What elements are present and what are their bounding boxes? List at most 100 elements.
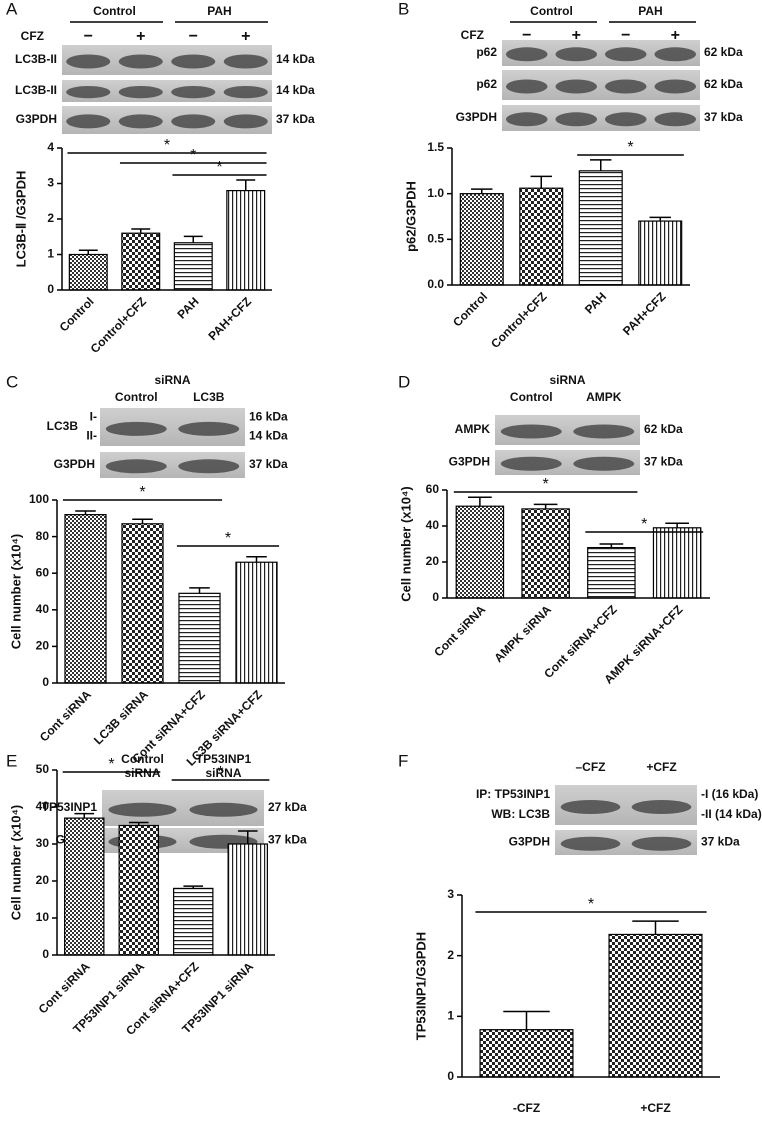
- y-tick-label: 0: [447, 1069, 454, 1083]
- y-tick-label: 4: [47, 140, 54, 154]
- blot-name: G3PDH: [456, 110, 497, 124]
- blot-band: [171, 85, 216, 99]
- y-tick-label: 40: [36, 799, 50, 813]
- blot-band: [631, 800, 692, 814]
- y-tick-label: 1: [47, 247, 54, 261]
- blot-size: 37 kDa: [701, 835, 740, 849]
- blot-band: [654, 79, 697, 94]
- x-tick-label: +CFZ: [640, 1101, 670, 1115]
- blot-name: G3PDH: [54, 457, 95, 471]
- lane-group: –CFZ: [576, 760, 606, 774]
- blot-band: [66, 85, 111, 99]
- y-axis-label: Cell number (x10⁴): [398, 486, 413, 602]
- lane-group: Control: [93, 4, 136, 18]
- blot-band: [631, 836, 692, 851]
- blot-band: [604, 79, 647, 94]
- blot-band: [604, 47, 647, 62]
- blot-size: 37 kDa: [249, 457, 288, 471]
- y-tick-label: 1: [447, 1009, 454, 1023]
- y-axis-label: TP53INP1/G3PDH: [413, 932, 428, 1040]
- bar: [519, 187, 564, 286]
- blot-band: [178, 421, 240, 436]
- x-tick-label: -CFZ: [513, 1101, 540, 1115]
- blot-band: [178, 459, 240, 474]
- y-tick-label: 0: [47, 282, 54, 296]
- blot-band: [189, 802, 258, 817]
- blot-name: TP53INP1: [42, 800, 98, 814]
- blot-band: [118, 114, 163, 129]
- blot-band: [500, 456, 562, 471]
- blot-size: 16 kDa: [249, 410, 288, 424]
- blot-band: [66, 114, 111, 129]
- blot-band: [573, 424, 635, 439]
- x-tick-label: Cont siRNA: [37, 687, 94, 744]
- blot-band: [505, 47, 548, 62]
- significance-mark: *: [190, 147, 196, 164]
- lane-group: LC3B: [193, 390, 225, 404]
- x-tick-label: Control: [57, 294, 97, 334]
- blot-size: 37 kDa: [704, 110, 743, 124]
- blot-size: 14 kDa: [249, 429, 288, 443]
- panel-label: C: [6, 372, 18, 391]
- blot-size: 62 kDa: [644, 422, 683, 436]
- bar: [608, 933, 703, 1078]
- significance-mark: *: [164, 137, 170, 154]
- y-axis-label: p62/G3PDH: [403, 181, 418, 252]
- blot-name: IP: TP53INP1: [476, 787, 550, 801]
- x-tick-label: PAH+CFZ: [620, 289, 669, 338]
- blot-size: 14 kDa: [276, 52, 315, 66]
- bar: [235, 561, 278, 684]
- x-tick-label: Cont siRNA: [36, 959, 93, 1016]
- significance-mark: *: [139, 484, 145, 501]
- bar: [652, 527, 702, 599]
- y-tick-label: 2: [447, 948, 454, 962]
- bar: [121, 232, 161, 291]
- panel-label: F: [398, 751, 408, 770]
- bar: [118, 824, 159, 956]
- x-tick-label: LC3B siRNA: [91, 687, 151, 747]
- x-tick-label: Control: [450, 289, 490, 329]
- blot-band: [560, 836, 621, 851]
- lane-group: +CFZ: [646, 760, 676, 774]
- blot-title: siRNA: [549, 373, 585, 387]
- lane-group: TP53INP1: [196, 752, 252, 766]
- significance-mark: *: [627, 139, 633, 156]
- band-mark: II-: [86, 429, 97, 443]
- band-mark: I-: [90, 410, 97, 424]
- y-tick-label: 1.0: [427, 186, 444, 200]
- y-tick-label: 40: [36, 602, 50, 616]
- bar: [64, 514, 107, 684]
- lane-group: Control: [530, 4, 573, 18]
- y-tick-label: 50: [36, 762, 50, 776]
- y-tick-label: 3: [447, 887, 454, 901]
- lane-group: Control: [121, 752, 164, 766]
- y-tick-label: 3: [47, 176, 54, 190]
- bar: [455, 505, 505, 599]
- blot-band: [555, 47, 598, 62]
- lane-mark: +: [241, 28, 250, 45]
- y-tick-label: 30: [36, 836, 50, 850]
- lane-row-name: CFZ: [21, 29, 44, 43]
- blot-size: 62 kDa: [704, 77, 743, 91]
- bar: [178, 592, 221, 684]
- blot-size: 14 kDa: [276, 83, 315, 97]
- y-axis-label: Cell number (x10⁴): [8, 534, 23, 650]
- y-tick-label: 0: [42, 675, 49, 689]
- blot-size: -I (16 kDa): [701, 787, 758, 801]
- blot-name: LC3B: [47, 419, 79, 433]
- y-tick-label: 20: [426, 554, 440, 568]
- x-tick-label: Cont siRNA: [431, 602, 488, 659]
- significance-mark: *: [225, 530, 231, 547]
- y-tick-label: 20: [36, 873, 50, 887]
- x-tick-label: PAH: [174, 294, 201, 321]
- significance-mark: *: [543, 476, 549, 493]
- y-tick-label: 80: [36, 529, 50, 543]
- y-tick-label: 10: [36, 910, 50, 924]
- blot-band: [171, 114, 216, 129]
- significance-mark: *: [588, 896, 594, 913]
- blot-band: [108, 802, 177, 817]
- bar: [121, 523, 164, 684]
- bar: [227, 843, 268, 956]
- lane-group: AMPK: [586, 390, 622, 404]
